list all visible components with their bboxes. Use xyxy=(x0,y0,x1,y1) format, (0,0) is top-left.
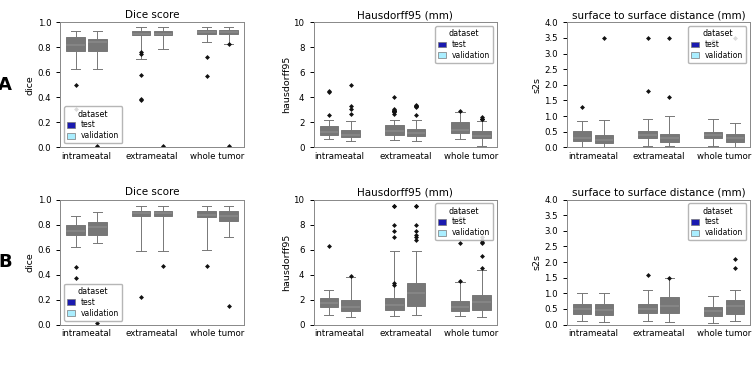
PathPatch shape xyxy=(703,307,722,316)
PathPatch shape xyxy=(639,131,657,138)
PathPatch shape xyxy=(88,39,107,51)
Y-axis label: s2s: s2s xyxy=(532,254,541,270)
Title: Hausdorff95 (mm): Hausdorff95 (mm) xyxy=(357,188,453,197)
Y-axis label: s2s: s2s xyxy=(532,77,541,93)
PathPatch shape xyxy=(66,37,85,51)
PathPatch shape xyxy=(660,134,679,142)
PathPatch shape xyxy=(595,304,613,315)
Title: surface to surface distance (mm): surface to surface distance (mm) xyxy=(572,188,745,197)
PathPatch shape xyxy=(154,211,172,216)
Legend: test, validation: test, validation xyxy=(688,26,746,63)
Y-axis label: dice: dice xyxy=(26,252,35,272)
PathPatch shape xyxy=(725,300,744,314)
PathPatch shape xyxy=(473,131,491,138)
Title: Hausdorff95 (mm): Hausdorff95 (mm) xyxy=(357,10,453,20)
PathPatch shape xyxy=(320,298,338,307)
PathPatch shape xyxy=(385,298,403,310)
Y-axis label: hausdorff95: hausdorff95 xyxy=(282,233,291,291)
PathPatch shape xyxy=(451,301,469,311)
PathPatch shape xyxy=(198,211,216,217)
PathPatch shape xyxy=(725,134,744,142)
PathPatch shape xyxy=(132,211,151,216)
Title: Dice score: Dice score xyxy=(125,10,179,20)
PathPatch shape xyxy=(703,132,722,138)
PathPatch shape xyxy=(320,126,338,135)
PathPatch shape xyxy=(88,222,107,235)
PathPatch shape xyxy=(573,131,591,141)
Title: surface to surface distance (mm): surface to surface distance (mm) xyxy=(572,10,745,20)
Title: Dice score: Dice score xyxy=(125,188,179,197)
PathPatch shape xyxy=(595,135,613,144)
PathPatch shape xyxy=(573,304,591,314)
PathPatch shape xyxy=(198,30,216,34)
Legend: test, validation: test, validation xyxy=(435,204,493,241)
PathPatch shape xyxy=(385,125,403,135)
PathPatch shape xyxy=(451,122,469,134)
PathPatch shape xyxy=(66,225,85,235)
PathPatch shape xyxy=(660,297,679,313)
PathPatch shape xyxy=(342,300,360,311)
Legend: test, validation: test, validation xyxy=(435,26,493,63)
PathPatch shape xyxy=(639,304,657,313)
PathPatch shape xyxy=(219,211,238,221)
Y-axis label: dice: dice xyxy=(26,75,35,95)
Text: A: A xyxy=(0,76,12,94)
Legend: test, validation: test, validation xyxy=(64,106,122,143)
Legend: test, validation: test, validation xyxy=(688,204,746,241)
PathPatch shape xyxy=(342,130,360,137)
PathPatch shape xyxy=(407,129,425,136)
Legend: test, validation: test, validation xyxy=(64,284,122,321)
Y-axis label: hausdorff95: hausdorff95 xyxy=(282,56,291,113)
PathPatch shape xyxy=(219,30,238,34)
PathPatch shape xyxy=(407,283,425,306)
PathPatch shape xyxy=(473,295,491,310)
Text: B: B xyxy=(0,253,12,271)
PathPatch shape xyxy=(132,31,151,35)
PathPatch shape xyxy=(154,31,172,35)
